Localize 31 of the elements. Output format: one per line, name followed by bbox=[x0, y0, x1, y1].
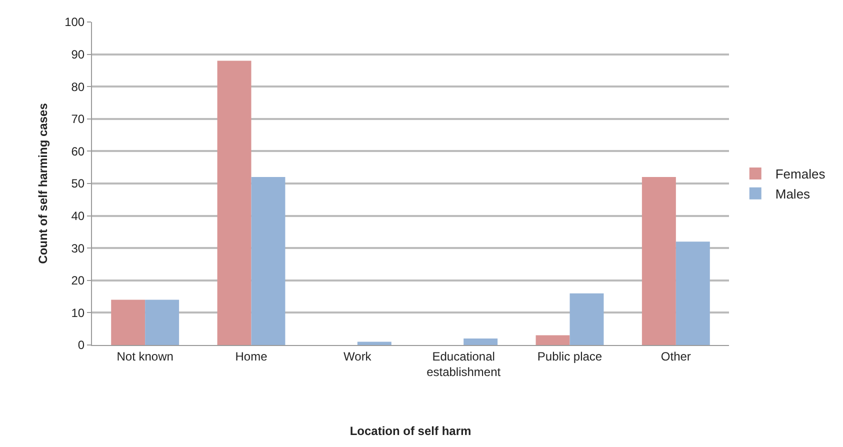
bar bbox=[111, 300, 146, 345]
y-tick-label: 90 bbox=[71, 48, 85, 62]
y-tick-label: 10 bbox=[71, 306, 85, 320]
bar bbox=[251, 177, 286, 345]
y-tick-label: 30 bbox=[71, 241, 85, 256]
x-tick-label: Home bbox=[235, 349, 268, 364]
y-tick-label: 40 bbox=[71, 209, 85, 223]
x-tick-label: Not known bbox=[116, 349, 174, 364]
x-tick-label: Work bbox=[344, 349, 372, 364]
y-tick-label: 0 bbox=[78, 338, 85, 352]
y-tick-label: 60 bbox=[71, 144, 85, 158]
y-tick-label: 100 bbox=[64, 15, 85, 30]
bar bbox=[464, 338, 498, 345]
x-tick-label: Public place bbox=[537, 349, 602, 364]
bar bbox=[357, 342, 392, 345]
bar bbox=[676, 242, 710, 345]
legend-label: Males bbox=[775, 186, 811, 202]
y-tick-label: 80 bbox=[71, 80, 85, 94]
bar bbox=[536, 335, 570, 345]
legend-label: Females bbox=[775, 166, 826, 182]
bar bbox=[570, 293, 604, 345]
x-tick-label: Educational establishment bbox=[426, 349, 502, 379]
bar bbox=[642, 177, 676, 345]
y-tick-label: 20 bbox=[71, 274, 85, 288]
y-tick-label: 70 bbox=[71, 112, 85, 126]
x-axis-title: Location of self harm bbox=[350, 424, 472, 438]
bar bbox=[217, 60, 252, 345]
y-tick-label: 50 bbox=[71, 176, 85, 191]
x-tick-label: Other bbox=[660, 349, 691, 364]
bar bbox=[145, 300, 180, 345]
y-axis-title: Count of self harming cases bbox=[36, 102, 50, 264]
